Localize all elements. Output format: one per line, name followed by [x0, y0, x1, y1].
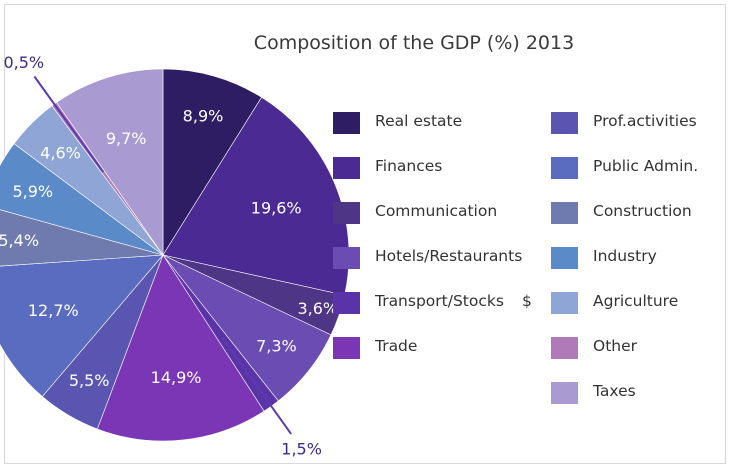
legend-label-public-admin: Public Admin.	[593, 157, 698, 175]
legend-label-transport-stocks: Transport/Stocks	[374, 292, 504, 310]
pie-slice-public-admin	[0, 254, 164, 397]
pie-slice-finances	[162, 96, 350, 296]
pie-slice-taxes	[56, 68, 164, 256]
legend-swatch-real-estate	[333, 112, 360, 134]
legend-label-industry: Industry	[593, 247, 657, 265]
pie-slice-trade	[96, 254, 265, 442]
legend-swatch-trade	[333, 337, 360, 359]
legend-swatch-taxes	[551, 382, 578, 404]
legend-swatch-industry	[551, 247, 578, 269]
legend-swatch-other	[551, 337, 578, 359]
pie-slice-construction	[0, 209, 164, 267]
legend-swatch-public-admin	[551, 157, 578, 179]
legend-label-finances: Finances	[375, 157, 442, 175]
slice-label-trade: 14,9%	[151, 368, 202, 387]
legend-swatch-transport-stocks	[333, 292, 360, 314]
leader-line-other	[33, 75, 105, 173]
legend-label-trade: Trade	[374, 337, 417, 355]
legend-swatch-finances	[333, 157, 360, 179]
pie-slices	[0, 68, 350, 442]
legend-label-real-estate: Real estate	[375, 112, 462, 130]
chart-title: Composition of the GDP (%) 2013	[254, 32, 574, 54]
slice-label-public-admin: 12,7%	[28, 301, 79, 320]
legend-label-hotels-restaurants: Hotels/Restaurants	[375, 247, 522, 265]
slice-label-other: 0,5%	[3, 53, 44, 72]
slice-label-taxes: 9,7%	[106, 129, 147, 148]
slice-label-communication: 3,6%	[297, 299, 338, 318]
legend-label-prof-activities: Prof.activities	[593, 112, 697, 130]
legend-label-taxes: Taxes	[592, 382, 636, 400]
legend-swatch-prof-activities	[551, 112, 578, 134]
chart-legend: Real estate Finances Communication Hotels/R…	[333, 112, 698, 404]
legend-label-other: Other	[593, 337, 638, 355]
slice-label-finances: 19,6%	[251, 199, 302, 218]
legend-label-communication: Communication	[375, 202, 497, 220]
legend-swatch-hotels-restaurants	[333, 247, 360, 269]
leader-line-transport-stocks	[221, 337, 292, 435]
pie-slice-real-estate	[162, 68, 263, 257]
slice-label-real-estate: 8,9%	[183, 107, 224, 126]
slice-label-hotels-restaurants: 7,3%	[256, 337, 297, 356]
legend-swatch-construction	[551, 202, 578, 224]
legend-swatch-agriculture	[551, 292, 578, 314]
legend-swatch-communication	[333, 202, 360, 224]
pie-slice-labels: 8,9% 19,6% 3,6%7,3% 1,5% 14,9% 5,5% 12,7% 5,4% 5…	[0, 53, 338, 459]
slice-label-agriculture: 4,6%	[40, 143, 81, 162]
legend-label-agriculture: Agriculture	[593, 292, 678, 310]
legend-stray-mark: $	[522, 292, 532, 310]
legend-label-construction: Construction	[593, 202, 692, 220]
slice-label-industry: 5,9%	[12, 182, 53, 201]
slice-label-construction: 5,4%	[0, 231, 39, 250]
slice-label-prof-activities: 5,5%	[69, 371, 110, 390]
slice-label-transport-stocks: 1,5%	[281, 440, 322, 459]
